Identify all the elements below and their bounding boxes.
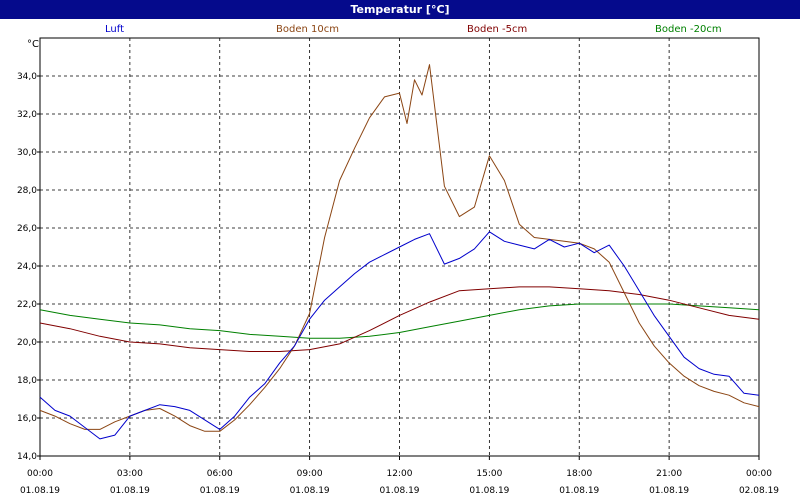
x-tick-date-label: 01.08.19 — [559, 486, 599, 496]
legend-boden-minus-5cm: Boden -5cm — [467, 24, 528, 35]
y-tick-label: 20,0 — [17, 338, 37, 348]
chart-title: Temperatur [°C] — [0, 0, 800, 19]
y-tick-label: 18,0 — [17, 376, 37, 386]
series-line-luft — [39, 231, 760, 440]
x-tick-date-label: 01.08.19 — [649, 486, 689, 496]
x-tick-time-label: 09:00 — [297, 469, 323, 479]
x-tick-time-label: 21:00 — [656, 469, 682, 479]
series-line-boden-10cm — [39, 64, 760, 432]
x-tick-date-label: 01.08.19 — [20, 486, 60, 496]
y-axis-ticks: 14,0 16,0 18,0 20,0 22,0 24,0 26,0 28,0 30,0 32,0… — [17, 72, 40, 462]
legend-luft: Luft — [105, 24, 124, 35]
y-tick-label: 22,0 — [17, 300, 37, 310]
y-tick-label: 32,0 — [17, 110, 37, 120]
y-tick-label: 26,0 — [17, 224, 37, 234]
y-tick-label: 24,0 — [17, 262, 37, 272]
x-tick-date-label: 01.08.19 — [379, 486, 419, 496]
grid-lines — [40, 38, 759, 456]
x-tick-date-label: 01.08.19 — [110, 486, 150, 496]
x-tick-date-label: 02.08.19 — [739, 486, 779, 496]
x-tick-time-label: 12:00 — [387, 469, 413, 479]
y-tick-label: 34,0 — [17, 72, 37, 82]
y-axis-unit-label: °C — [27, 39, 39, 50]
series-line-boden-5cm — [39, 286, 760, 352]
x-tick-time-label: 00:00 — [27, 469, 53, 479]
series-line-boden-20cm — [39, 303, 760, 339]
x-tick-time-label: 06:00 — [207, 469, 233, 479]
series-lines — [39, 64, 760, 440]
x-tick-time-label: 18:00 — [566, 469, 592, 479]
x-tick-date-label: 01.08.19 — [290, 486, 330, 496]
y-tick-label: 28,0 — [17, 186, 37, 196]
x-axis-ticks: 00:00 01.08.19 03:00 01.08.19 06:00 01.08.19 0… — [20, 456, 779, 496]
x-tick-date-label: 01.08.19 — [200, 486, 240, 496]
legend-boden-minus-20cm: Boden -20cm — [655, 24, 722, 35]
legend-boden-10cm: Boden 10cm — [276, 24, 339, 35]
x-tick-time-label: 00:00 — [746, 469, 772, 479]
y-tick-label: 16,0 — [17, 414, 37, 424]
x-tick-date-label: 01.08.19 — [469, 486, 509, 496]
x-tick-time-label: 15:00 — [476, 469, 502, 479]
y-tick-label: 30,0 — [17, 148, 37, 158]
y-tick-label: 14,0 — [17, 452, 37, 462]
x-tick-time-label: 03:00 — [117, 469, 143, 479]
